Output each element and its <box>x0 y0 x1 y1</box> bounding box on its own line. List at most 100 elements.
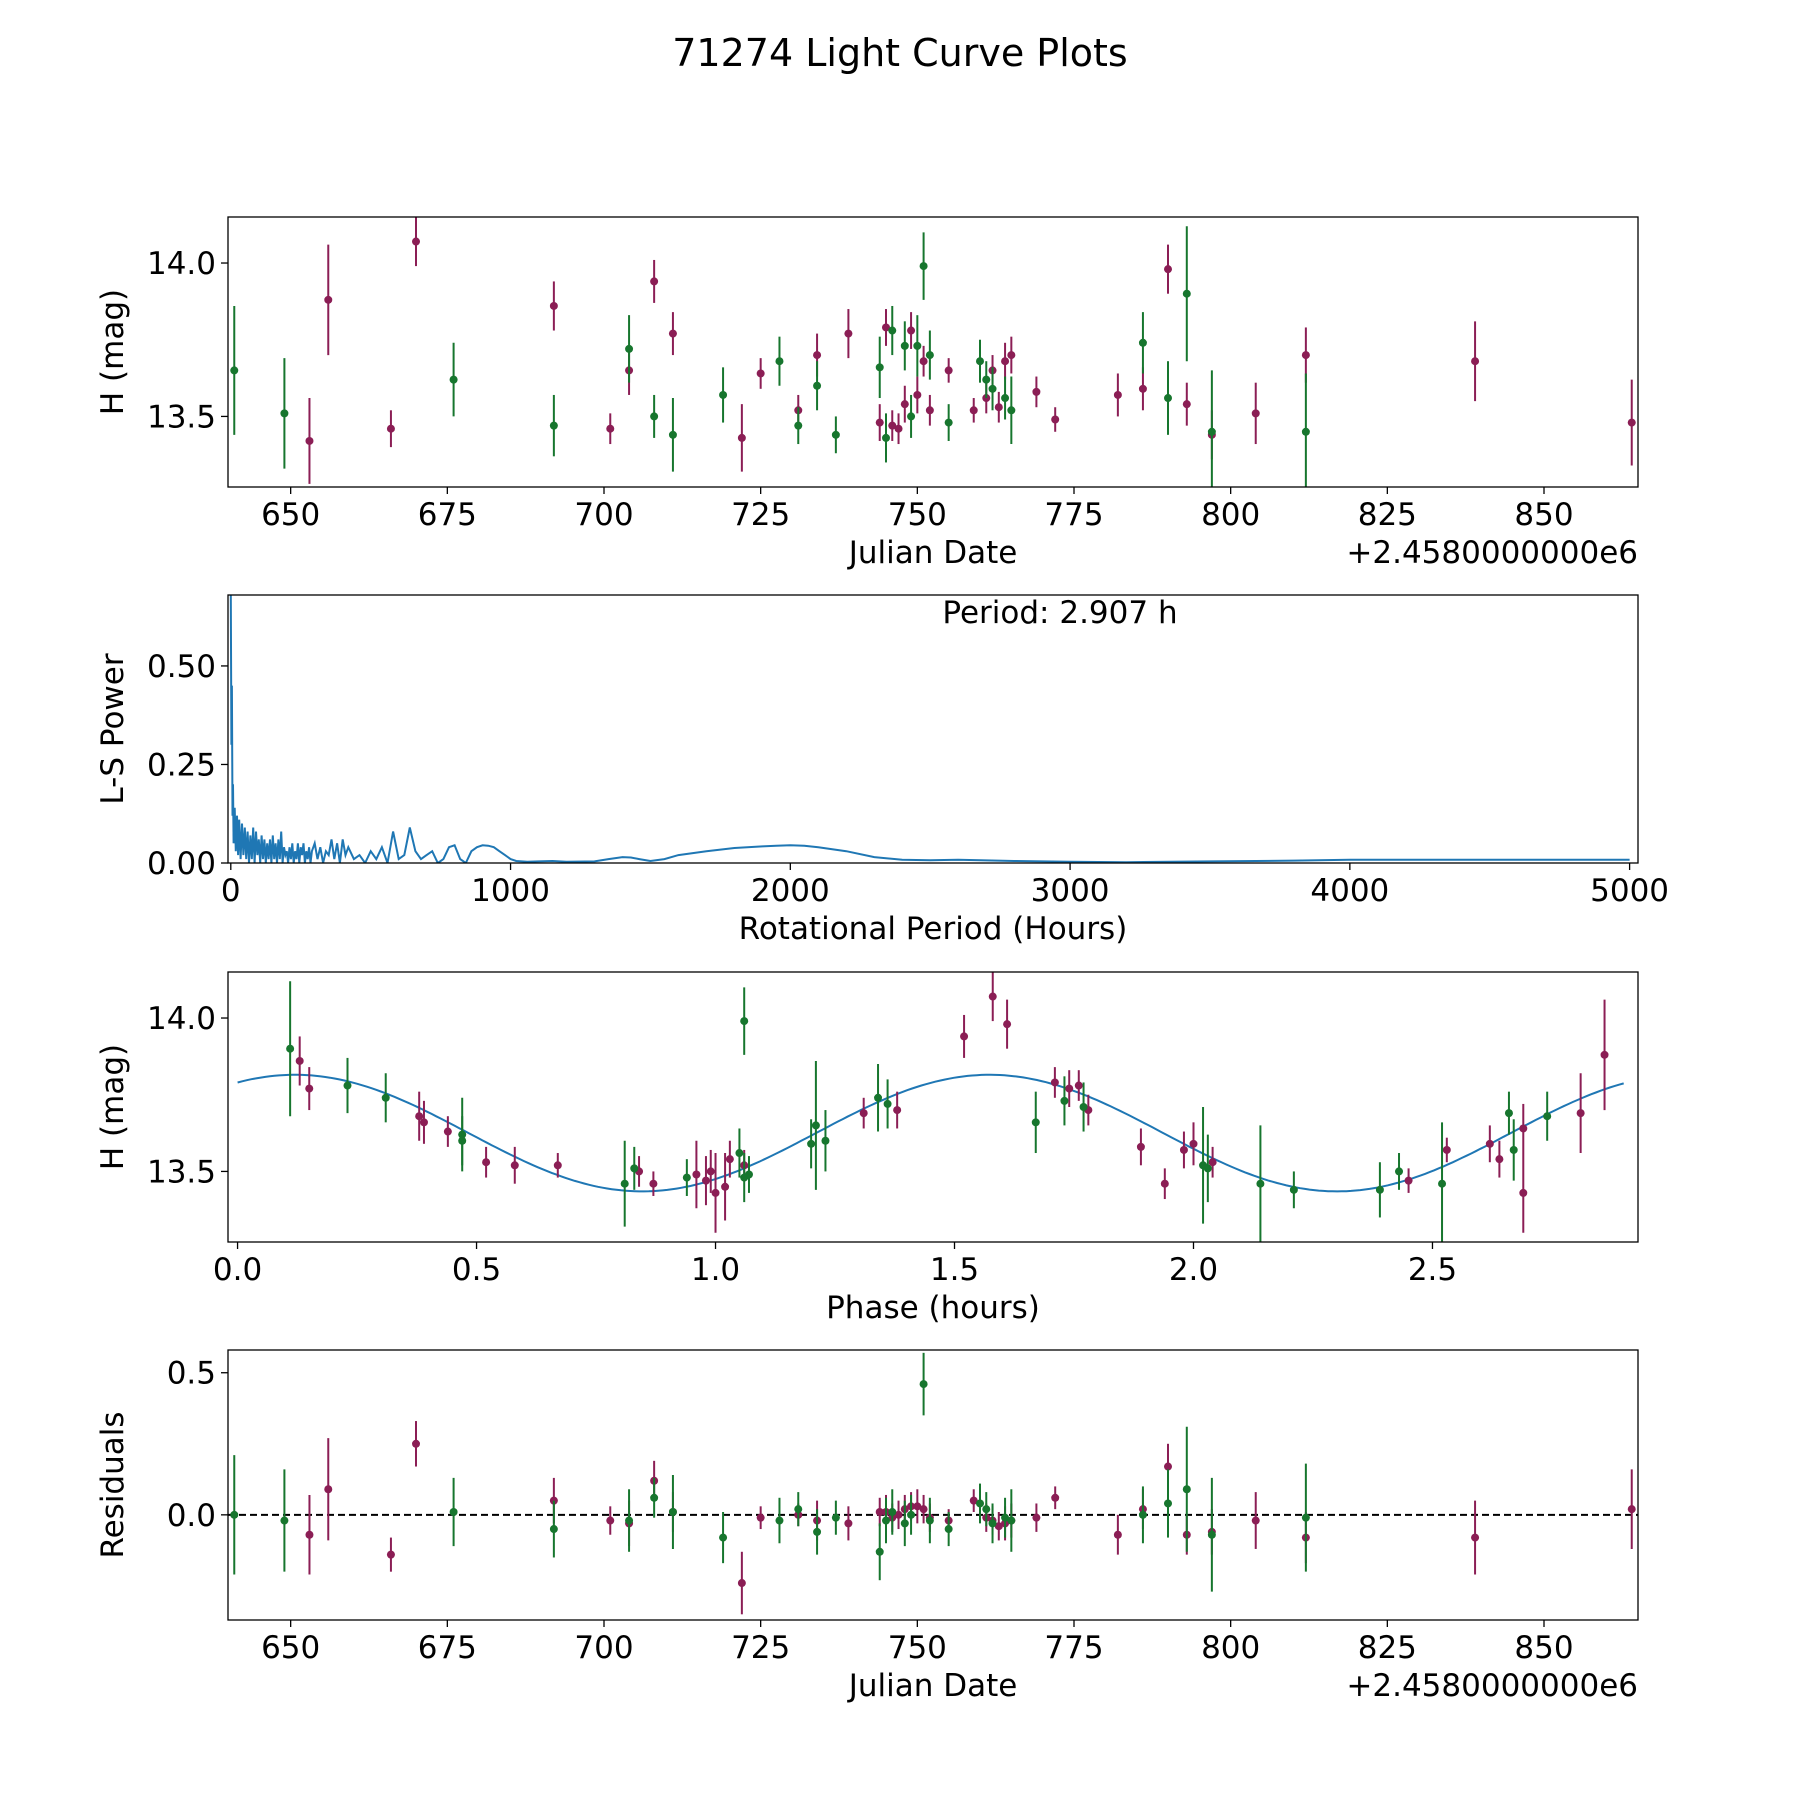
data-point <box>1600 999 1609 1111</box>
data-point <box>944 358 953 383</box>
data-marker <box>994 1522 1003 1531</box>
data-marker <box>1301 1513 1310 1522</box>
data-marker <box>976 1499 984 1508</box>
data-marker <box>719 390 728 399</box>
data-point <box>630 1146 639 1190</box>
data-point <box>1301 1463 1310 1572</box>
y-tick-label: 0.5 <box>167 1356 216 1392</box>
data-point <box>1164 1469 1172 1538</box>
data-marker <box>625 1516 634 1525</box>
x-axis-label: Rotational Period (Hours) <box>739 911 1128 947</box>
data-marker <box>907 412 916 421</box>
data-marker <box>1301 427 1310 436</box>
y-tick-label: 13.5 <box>147 399 216 435</box>
data-point <box>1001 376 1010 420</box>
data-marker <box>756 1513 765 1522</box>
data-marker <box>737 433 746 442</box>
data-marker <box>1051 1493 1060 1502</box>
data-marker <box>756 369 765 378</box>
data-marker <box>813 381 822 390</box>
data-point <box>794 407 803 445</box>
plot-area <box>228 1352 1638 1615</box>
x-tick-label: 700 <box>574 497 633 533</box>
data-marker <box>1138 1510 1147 1519</box>
data-marker <box>1189 1139 1198 1148</box>
data-marker <box>988 384 997 393</box>
data-point <box>756 1506 765 1530</box>
data-point <box>888 305 897 356</box>
data-marker <box>888 1508 897 1516</box>
data-marker <box>969 1496 978 1505</box>
data-marker <box>1438 1179 1447 1188</box>
data-marker <box>412 237 420 246</box>
data-marker <box>1375 1185 1384 1194</box>
data-marker <box>894 424 903 433</box>
data-point <box>1485 1125 1494 1163</box>
x-tick-label: 850 <box>1514 1630 1573 1666</box>
data-marker <box>994 403 1003 412</box>
phased-panel: 0.0 0.5 1.0 1.5 2.0 2.5 13.5 14.0 Phase (hours) H… <box>95 971 1639 1326</box>
data-point <box>692 1140 701 1209</box>
y-axis-label: H (mag) <box>95 289 131 415</box>
data-marker <box>925 1516 934 1525</box>
data-marker <box>415 1112 424 1121</box>
data-point <box>1160 1168 1169 1200</box>
plot-area <box>229 595 1630 863</box>
plot-area <box>230 217 1636 487</box>
data-point <box>305 398 314 484</box>
x-tick-label: 2000 <box>751 873 830 909</box>
data-point <box>875 1497 884 1527</box>
data-point <box>883 1079 892 1129</box>
data-point <box>1031 1091 1040 1154</box>
x-tick-label: 775 <box>1044 1630 1103 1666</box>
axes-frame <box>227 594 1639 864</box>
data-point <box>1519 1153 1528 1233</box>
data-marker <box>721 1182 730 1191</box>
data-marker <box>1519 1188 1528 1197</box>
data-point <box>925 330 934 380</box>
data-marker <box>343 1081 352 1090</box>
x-tick-label: 850 <box>1514 497 1573 533</box>
data-point <box>913 315 922 377</box>
data-marker <box>295 1056 304 1065</box>
figure-title: 71274 Light Curve Plots <box>672 31 1127 75</box>
axes-frame <box>227 216 1639 488</box>
y-axis-label: Residuals <box>95 1411 131 1558</box>
y-tick-label: 14.0 <box>147 1001 216 1037</box>
data-marker <box>1007 351 1016 360</box>
data-marker <box>549 421 558 430</box>
data-point <box>706 1149 715 1193</box>
data-point <box>625 1489 634 1552</box>
data-point <box>874 1064 883 1132</box>
data-point <box>1207 370 1216 487</box>
data-point <box>682 1159 691 1196</box>
x-tick-label: 675 <box>418 1630 477 1666</box>
data-marker <box>1301 351 1310 360</box>
data-marker <box>807 1139 816 1148</box>
data-point <box>1438 1122 1447 1242</box>
data-point <box>625 315 634 383</box>
data-point <box>969 1489 978 1512</box>
data-marker <box>1519 1124 1528 1133</box>
x-axis-label: Julian Date <box>847 535 1018 571</box>
data-point <box>1003 999 1012 1049</box>
data-marker <box>650 277 659 286</box>
data-point <box>737 404 746 472</box>
data-point <box>1050 1067 1059 1098</box>
data-marker <box>280 409 289 418</box>
data-point <box>1079 1082 1088 1132</box>
data-point <box>821 1110 830 1172</box>
data-marker <box>1031 1118 1040 1127</box>
x-tick-label: 725 <box>731 1630 790 1666</box>
data-marker <box>286 1044 295 1053</box>
data-point <box>1576 1073 1585 1154</box>
data-marker <box>988 992 997 1001</box>
x-tick-label: 2.5 <box>1408 1252 1457 1288</box>
data-marker <box>650 1493 659 1502</box>
data-point <box>744 1156 753 1193</box>
data-point <box>919 1494 928 1524</box>
data-marker <box>1182 1485 1191 1494</box>
data-marker <box>1471 1533 1480 1542</box>
data-marker <box>982 1505 991 1514</box>
